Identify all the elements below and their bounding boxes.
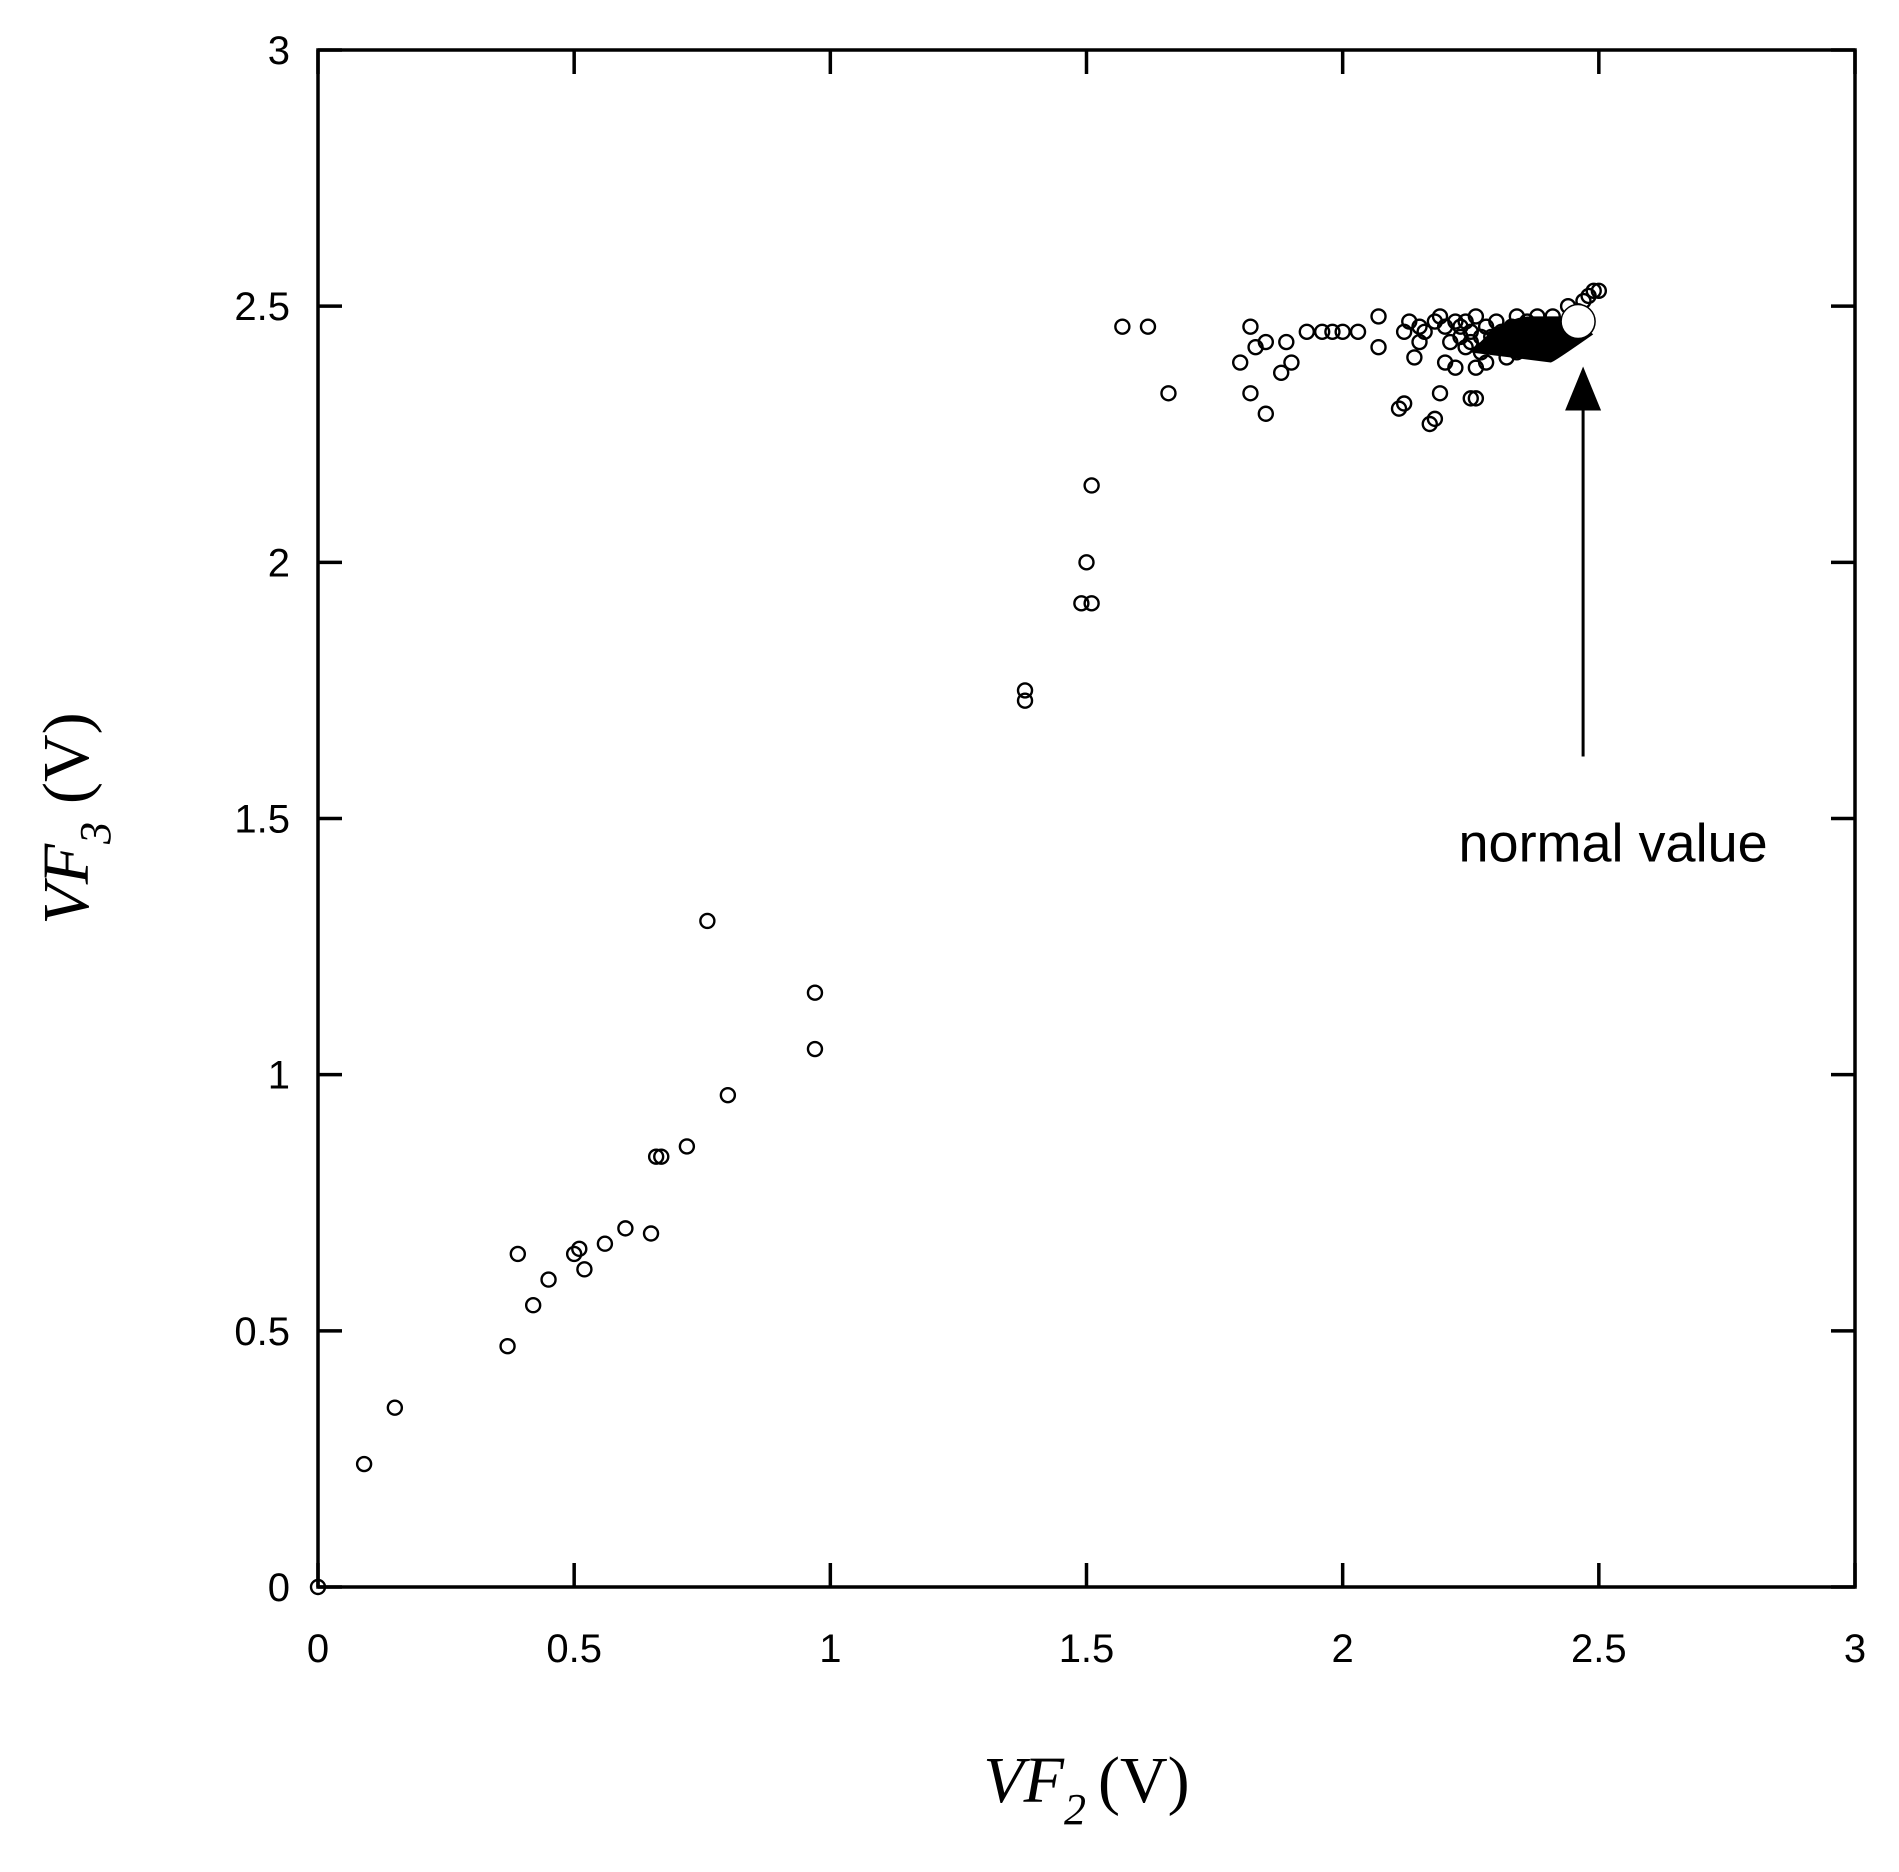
data-points bbox=[309, 282, 1608, 1596]
data-point bbox=[524, 1297, 542, 1314]
x-tick-label: 1 bbox=[819, 1627, 841, 1671]
data-point bbox=[1426, 410, 1444, 428]
data-point bbox=[509, 1245, 527, 1263]
data-point bbox=[678, 1138, 696, 1155]
y-tick-label: 3 bbox=[268, 29, 290, 73]
data-point bbox=[1390, 400, 1408, 417]
data-point bbox=[1406, 349, 1423, 366]
y-tick-label: 2.5 bbox=[234, 285, 290, 329]
annotation-label: normal value bbox=[1459, 814, 1768, 874]
data-point bbox=[642, 1225, 660, 1242]
data-point bbox=[1083, 477, 1100, 494]
data-point bbox=[699, 912, 716, 930]
data-point bbox=[1298, 323, 1316, 340]
data-point bbox=[1447, 313, 1464, 330]
data-point bbox=[1539, 338, 1556, 356]
data-point bbox=[1016, 682, 1034, 699]
data-point bbox=[806, 984, 824, 1001]
data-point bbox=[1590, 282, 1608, 299]
data-point bbox=[647, 1148, 665, 1165]
data-point bbox=[1554, 333, 1572, 351]
data-point bbox=[1257, 333, 1275, 351]
data-point bbox=[1524, 323, 1541, 340]
y-tick-label: 1.5 bbox=[234, 798, 290, 842]
data-point bbox=[1073, 595, 1090, 612]
data-point bbox=[571, 1240, 588, 1258]
data-point bbox=[1467, 308, 1485, 325]
data-point bbox=[1395, 395, 1413, 412]
data-point bbox=[1477, 354, 1495, 371]
tick-labels: 0 0.5 1 1.5 2 2.5 3 0 0.5 1 1.5 2 2.5 3 bbox=[234, 29, 1866, 1671]
data-point bbox=[1370, 338, 1387, 356]
y-axis-unit: (V) bbox=[30, 712, 103, 804]
data-point bbox=[1139, 318, 1157, 335]
data-point bbox=[499, 1338, 516, 1355]
data-point bbox=[1242, 385, 1259, 402]
annotation-arrow-head bbox=[1565, 366, 1602, 411]
data-point bbox=[719, 1086, 737, 1104]
data-point bbox=[653, 1148, 670, 1165]
x-tick-label: 2 bbox=[1332, 1627, 1354, 1671]
y-tick-label: 0.5 bbox=[234, 1310, 290, 1354]
data-point bbox=[1016, 692, 1034, 709]
data-point bbox=[1421, 415, 1438, 433]
x-axis-sub: 2 bbox=[1064, 1785, 1086, 1834]
data-point bbox=[1283, 354, 1300, 371]
normal-value-marker bbox=[1560, 303, 1596, 340]
data-point bbox=[1231, 354, 1249, 371]
y-tick-label: 0 bbox=[268, 1566, 290, 1610]
data-point bbox=[596, 1235, 614, 1252]
x-tick-label: 1.5 bbox=[1059, 1627, 1115, 1671]
data-point bbox=[1257, 405, 1275, 422]
data-point bbox=[1272, 364, 1290, 381]
data-point bbox=[1160, 385, 1177, 402]
data-point bbox=[1242, 318, 1259, 335]
data-point bbox=[1529, 308, 1546, 325]
x-tick-label: 2.5 bbox=[1571, 1627, 1627, 1671]
data-point bbox=[1334, 323, 1351, 340]
data-point bbox=[1411, 318, 1428, 335]
data-point bbox=[1447, 359, 1464, 376]
data-point bbox=[1083, 595, 1100, 612]
data-point bbox=[1114, 318, 1131, 335]
data-point bbox=[1349, 323, 1367, 340]
data-point bbox=[1313, 323, 1331, 340]
x-axis-title: VF2 (V) bbox=[983, 1744, 1189, 1834]
x-tick-label: 0 bbox=[307, 1627, 329, 1671]
data-point bbox=[386, 1399, 404, 1416]
data-point bbox=[1278, 333, 1295, 351]
data-point bbox=[1462, 390, 1479, 407]
data-point bbox=[1467, 390, 1485, 407]
data-point bbox=[1431, 385, 1449, 402]
data-point bbox=[1534, 333, 1551, 351]
data-point bbox=[1498, 333, 1515, 351]
y-tick-label: 1 bbox=[268, 1054, 290, 1098]
data-point bbox=[1416, 323, 1433, 340]
x-axis-unit: (V) bbox=[1098, 1744, 1190, 1817]
data-point bbox=[1544, 308, 1561, 325]
y-axis-var: VF bbox=[30, 843, 103, 924]
data-point bbox=[1078, 554, 1095, 571]
data-point bbox=[1370, 308, 1387, 325]
data-point bbox=[1324, 323, 1341, 340]
data-point bbox=[355, 1455, 373, 1473]
x-axis-var: VF bbox=[983, 1744, 1064, 1817]
data-point bbox=[565, 1245, 583, 1263]
data-point bbox=[540, 1271, 557, 1288]
y-axis-title: VF3 (V) bbox=[30, 712, 120, 924]
y-axis-sub: 3 bbox=[71, 822, 120, 845]
x-tick-label: 3 bbox=[1844, 1627, 1866, 1671]
normal-value-annotation: normal value bbox=[1459, 366, 1768, 874]
data-point bbox=[806, 1040, 824, 1058]
data-point bbox=[576, 1261, 593, 1278]
data-point bbox=[617, 1220, 634, 1237]
x-tick-label: 0.5 bbox=[546, 1627, 602, 1671]
data-point bbox=[1457, 338, 1474, 356]
data-point bbox=[1585, 282, 1602, 299]
axis-ticks bbox=[316, 48, 1857, 1589]
y-tick-label: 2 bbox=[268, 541, 290, 585]
